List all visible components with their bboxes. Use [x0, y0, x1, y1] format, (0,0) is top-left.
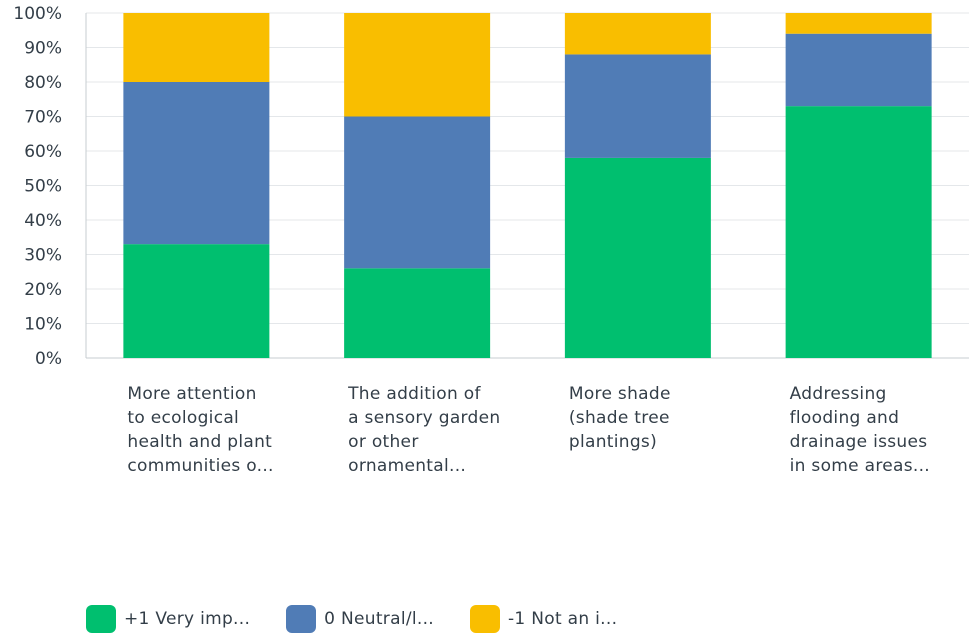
- x-category-label-line: (shade tree: [568, 408, 670, 428]
- x-category-label-line: More shade: [568, 384, 671, 404]
- bar-segment-1-category-2: [344, 268, 491, 358]
- legend-item: 0 Neutral/l...: [286, 605, 434, 633]
- bar-segment-2-category-2: [344, 116, 491, 269]
- x-category-label-line: to ecological: [127, 408, 240, 428]
- y-tick-label: 30%: [24, 246, 62, 266]
- bar-segment-1-category-1: [123, 244, 270, 358]
- bar-segment-2-category-4: [785, 33, 932, 107]
- x-category-label-line: flooding and: [789, 408, 900, 428]
- legend-swatch: [470, 605, 500, 633]
- bar-segment-3-category-2: [344, 13, 491, 117]
- x-category-label-line: communities o...: [127, 456, 274, 476]
- x-category-label-line: plantings): [568, 432, 658, 452]
- bar-segment-3-category-3: [564, 13, 711, 55]
- y-tick-label: 10%: [24, 315, 62, 335]
- y-tick-label: 70%: [24, 108, 62, 128]
- y-tick-label: 60%: [24, 142, 62, 162]
- x-category-label-line: The addition of: [348, 384, 481, 404]
- x-category-label-line: health and plant: [127, 432, 273, 452]
- x-category-label-line: or other: [348, 432, 419, 452]
- bar-segment-3-category-1: [123, 13, 270, 82]
- x-category-label-line: drainage issues: [789, 432, 928, 452]
- x-category-label: The addition of a sensory garden or other o…: [348, 382, 518, 478]
- bar-segment-1-category-4: [785, 106, 932, 359]
- bar-segment-2-category-3: [564, 54, 711, 158]
- y-tick-label: 0%: [35, 349, 62, 369]
- legend-label: +1 Very imp...: [124, 609, 251, 629]
- bar-segment-2-category-1: [123, 82, 270, 245]
- x-category-label-line: ornamental...: [348, 456, 467, 476]
- legend-item: +1 Very imp...: [86, 605, 250, 633]
- y-tick-label: 20%: [24, 280, 62, 300]
- x-category-label-line: in some areas...: [789, 456, 930, 476]
- legend-label: -1 Not an i...: [508, 609, 618, 629]
- legend-item: -1 Not an i...: [470, 605, 617, 633]
- bar-segment-3-category-4: [785, 13, 932, 34]
- x-category-label: More attention to ecological health and pl…: [127, 382, 297, 478]
- x-category-label: Addressing flooding and drainage issues in …: [790, 382, 960, 478]
- x-category-label-line: More attention: [127, 384, 257, 404]
- legend: +1 Very imp... 0 Neutral/l... -1 Not an i.…: [86, 604, 653, 634]
- stacked-bar-chart: 0% 10% 20% 30% 40% 50% 60% 70% 80% 90% 100%: [13, 4, 969, 369]
- y-tick-label: 40%: [24, 211, 62, 231]
- x-category-label: More shade (shade tree plantings): [569, 382, 739, 454]
- y-tick-label: 80%: [24, 73, 62, 93]
- legend-swatch: [86, 605, 116, 633]
- y-tick-label: 90%: [24, 39, 62, 59]
- x-category-label-line: Addressing: [789, 384, 887, 404]
- legend-swatch: [286, 605, 317, 633]
- x-category-label-line: a sensory garden: [348, 408, 501, 428]
- legend-label: 0 Neutral/l...: [324, 609, 434, 629]
- y-tick-label: 100%: [13, 4, 62, 24]
- y-tick-label: 50%: [24, 177, 62, 197]
- bar-segment-1-category-3: [564, 157, 711, 358]
